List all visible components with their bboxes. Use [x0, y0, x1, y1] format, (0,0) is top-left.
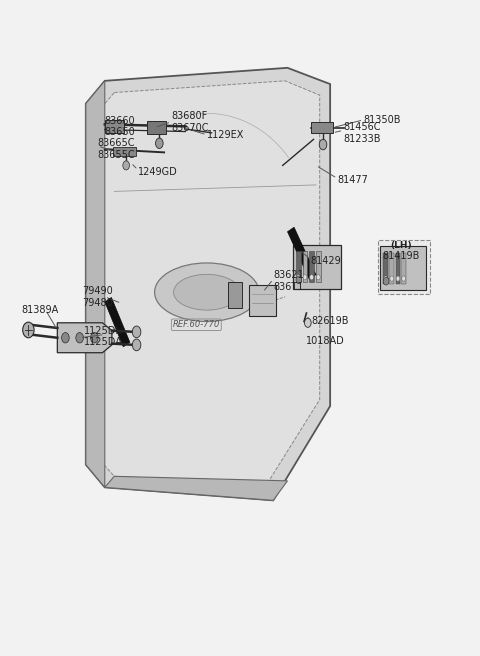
- Polygon shape: [288, 227, 316, 279]
- Text: REF.60-770: REF.60-770: [173, 320, 220, 329]
- Circle shape: [123, 161, 130, 170]
- Text: 83660
83650: 83660 83650: [105, 115, 135, 137]
- Polygon shape: [57, 323, 112, 353]
- Text: 81456C
81233B: 81456C 81233B: [343, 122, 381, 144]
- Circle shape: [303, 275, 307, 280]
- Polygon shape: [250, 285, 276, 316]
- Circle shape: [296, 276, 301, 284]
- Polygon shape: [113, 146, 136, 155]
- Text: 1125DL
1125DA: 1125DL 1125DA: [84, 325, 123, 347]
- Polygon shape: [316, 251, 321, 283]
- Text: 1129EX: 1129EX: [207, 130, 244, 140]
- Polygon shape: [396, 253, 400, 284]
- Polygon shape: [296, 251, 301, 283]
- Polygon shape: [381, 246, 426, 290]
- Circle shape: [304, 318, 311, 327]
- Polygon shape: [293, 245, 341, 289]
- Circle shape: [384, 277, 389, 285]
- Text: 1249GD: 1249GD: [138, 167, 178, 177]
- Circle shape: [61, 333, 69, 343]
- Polygon shape: [96, 81, 320, 485]
- Polygon shape: [389, 253, 394, 284]
- Circle shape: [402, 276, 406, 281]
- Text: 1018AD: 1018AD: [305, 336, 344, 346]
- Text: 81419B: 81419B: [383, 251, 420, 261]
- Circle shape: [396, 276, 400, 281]
- Text: 81429: 81429: [310, 256, 341, 266]
- Circle shape: [156, 138, 163, 148]
- Polygon shape: [384, 253, 388, 284]
- Text: 83680F
83670C: 83680F 83670C: [171, 111, 209, 133]
- Circle shape: [23, 322, 34, 338]
- Circle shape: [384, 276, 387, 281]
- Circle shape: [297, 275, 300, 280]
- Polygon shape: [378, 240, 430, 293]
- Text: 81477: 81477: [337, 175, 368, 186]
- Text: 79490
79480: 79490 79480: [83, 286, 113, 308]
- Polygon shape: [86, 68, 330, 501]
- Circle shape: [316, 275, 320, 280]
- Polygon shape: [401, 253, 406, 284]
- Text: 83665C
83655C: 83665C 83655C: [97, 138, 135, 160]
- Circle shape: [310, 275, 313, 280]
- Polygon shape: [105, 120, 124, 133]
- Polygon shape: [105, 476, 288, 501]
- Text: 83621
836T1: 83621 836T1: [273, 270, 304, 292]
- Polygon shape: [228, 283, 242, 308]
- Ellipse shape: [174, 274, 240, 310]
- Polygon shape: [309, 251, 314, 283]
- Circle shape: [390, 276, 394, 281]
- Polygon shape: [105, 297, 130, 347]
- Text: (LH): (LH): [391, 241, 412, 250]
- Circle shape: [319, 139, 327, 150]
- Ellipse shape: [155, 263, 259, 321]
- Circle shape: [132, 326, 141, 338]
- Text: 81389A: 81389A: [22, 305, 59, 315]
- Circle shape: [76, 333, 84, 343]
- Polygon shape: [86, 81, 105, 487]
- Text: 81350B: 81350B: [363, 115, 401, 125]
- Circle shape: [132, 339, 141, 351]
- Polygon shape: [302, 251, 307, 283]
- Circle shape: [91, 333, 98, 343]
- Polygon shape: [311, 123, 333, 133]
- Polygon shape: [147, 121, 167, 134]
- Text: 82619B: 82619B: [311, 316, 348, 327]
